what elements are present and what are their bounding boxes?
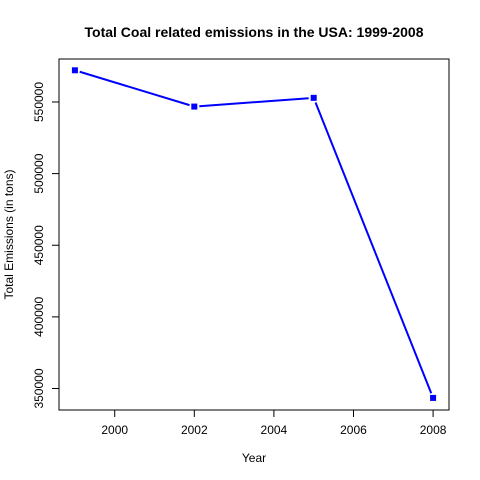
data-point: [310, 94, 317, 101]
x-axis-label: Year: [242, 451, 266, 465]
y-tick-label: 350000: [32, 368, 46, 408]
series-line-segment: [199, 97, 309, 108]
y-tick-label: 500000: [32, 153, 46, 193]
x-tick-label: 2008: [420, 423, 447, 437]
series-layer: [71, 67, 437, 401]
x-tick-label: 2000: [101, 423, 128, 437]
data-point: [430, 394, 437, 401]
data-point: [191, 103, 198, 110]
y-tick-label: 550000: [32, 82, 46, 122]
x-tick-label: 2002: [181, 423, 208, 437]
x-tick-label: 2004: [261, 423, 288, 437]
data-point: [71, 67, 78, 74]
x-tick-label: 2006: [340, 423, 367, 437]
series-line-segment: [314, 102, 433, 394]
plot-frame: [58, 58, 450, 411]
y-axis: 350000 400000 450000 500000 550000: [32, 82, 59, 409]
y-axis-label: Total Emissions (in tons): [2, 169, 16, 299]
y-tick-label: 400000: [32, 297, 46, 337]
y-tick-label: 450000: [32, 225, 46, 265]
chart-title: Total Coal related emissions in the USA:…: [85, 24, 424, 40]
series-line-segment: [79, 70, 190, 107]
x-axis: 2000 2002 2004 2006 2008: [101, 410, 447, 437]
